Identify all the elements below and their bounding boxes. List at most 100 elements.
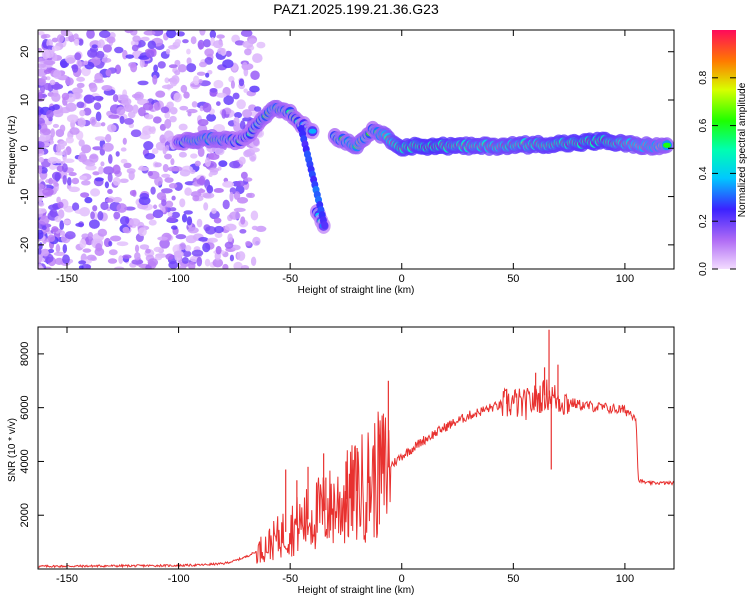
noise-speckle <box>93 102 102 111</box>
noise-speckle <box>167 216 177 223</box>
noise-speckle <box>184 245 192 252</box>
noise-speckle <box>236 251 246 261</box>
noise-speckle <box>132 35 141 43</box>
noise-speckle <box>161 199 167 207</box>
noise-speckle <box>183 91 190 99</box>
noise-speckle <box>216 34 225 39</box>
noise-speckle <box>250 70 260 81</box>
noise-speckle <box>105 198 114 203</box>
noise-speckle <box>186 216 193 226</box>
spectrogram-x-tick-label: 0 <box>399 273 405 285</box>
noise-speckle <box>190 153 198 159</box>
noise-speckle <box>169 207 177 212</box>
noise-speckle <box>128 170 135 181</box>
noise-speckle <box>151 148 159 155</box>
noise-speckle <box>174 70 181 76</box>
noise-speckle <box>68 172 77 177</box>
noise-speckle <box>38 183 45 190</box>
noise-speckle <box>169 76 178 87</box>
noise-speckle <box>74 209 87 215</box>
noise-speckle <box>57 145 65 150</box>
noise-speckle <box>208 172 213 177</box>
noise-speckle <box>255 225 267 232</box>
noise-speckle <box>154 255 163 261</box>
noise-speckle <box>108 240 113 247</box>
noise-speckle <box>88 219 100 229</box>
noise-speckle <box>94 72 103 83</box>
noise-speckle <box>181 257 189 264</box>
noise-speckle <box>113 211 121 220</box>
noise-speckle <box>55 243 61 254</box>
noise-speckle <box>51 37 59 43</box>
snr-x-tick-label: -150 <box>56 573 78 585</box>
noise-speckle <box>222 181 235 188</box>
noise-speckle <box>213 225 224 234</box>
noise-speckle <box>186 57 192 65</box>
spectrogram-x-tick-label: 50 <box>507 273 519 285</box>
noise-speckle <box>155 90 166 98</box>
noise-speckle <box>109 235 122 242</box>
noise-speckle <box>125 104 134 113</box>
noise-speckle <box>250 256 257 267</box>
noise-speckle <box>140 36 150 42</box>
noise-speckle <box>130 129 142 138</box>
noise-speckle <box>184 187 192 196</box>
noise-speckle <box>65 57 76 64</box>
noise-speckle <box>68 186 80 193</box>
noise-speckle <box>38 242 43 250</box>
noise-speckle <box>97 39 105 49</box>
noise-speckle <box>139 58 145 68</box>
noise-speckle <box>54 215 62 223</box>
noise-speckle <box>197 188 206 193</box>
spectrogram-x-tick-label: 100 <box>616 273 634 285</box>
noise-speckle <box>66 177 72 186</box>
noise-speckle <box>204 56 214 65</box>
noise-speckle <box>212 258 224 268</box>
noise-speckle <box>124 30 134 34</box>
noise-speckle <box>173 250 184 258</box>
noise-speckle <box>241 61 248 71</box>
noise-speckle <box>214 232 223 238</box>
noise-speckle <box>202 102 212 113</box>
noise-speckle <box>78 260 87 265</box>
noise-speckle <box>247 192 255 198</box>
noise-speckle <box>131 93 142 99</box>
noise-speckle <box>234 112 243 119</box>
noise-speckle <box>229 254 235 262</box>
noise-speckle <box>163 130 174 141</box>
noise-speckle <box>94 177 104 182</box>
noise-speckle <box>59 124 66 133</box>
noise-speckle <box>229 160 241 169</box>
noise-speckle <box>150 186 156 195</box>
ridge-branch <box>321 221 329 230</box>
noise-speckle <box>148 219 157 226</box>
noise-speckle <box>98 166 104 175</box>
noise-speckle <box>91 44 98 49</box>
noise-speckle <box>188 261 196 269</box>
noise-speckle <box>230 80 235 89</box>
noise-speckle <box>196 218 203 228</box>
noise-speckle <box>132 104 139 114</box>
noise-speckle <box>189 169 196 174</box>
noise-speckle <box>87 231 94 240</box>
noise-speckle <box>76 82 85 89</box>
snr-x-tick-label: 100 <box>616 573 634 585</box>
noise-speckle <box>38 254 43 263</box>
snr-y-tick-label: 4000 <box>19 449 31 473</box>
snr-ylabel: SNR (10 * v/v) <box>7 418 18 482</box>
noise-speckle <box>240 171 248 180</box>
noise-speckle <box>101 85 113 91</box>
noise-speckle <box>222 263 229 269</box>
noise-speckle <box>192 75 200 86</box>
ridge-core <box>662 142 671 148</box>
noise-speckle <box>107 188 113 195</box>
noise-speckle <box>164 145 170 152</box>
noise-speckle <box>38 229 44 240</box>
noise-speckle <box>139 133 151 140</box>
noise-speckle <box>106 36 116 44</box>
noise-speckle <box>179 264 187 269</box>
noise-speckle <box>60 60 68 69</box>
noise-speckle <box>100 161 105 167</box>
noise-speckle <box>38 63 46 69</box>
noise-speckle <box>72 202 80 212</box>
